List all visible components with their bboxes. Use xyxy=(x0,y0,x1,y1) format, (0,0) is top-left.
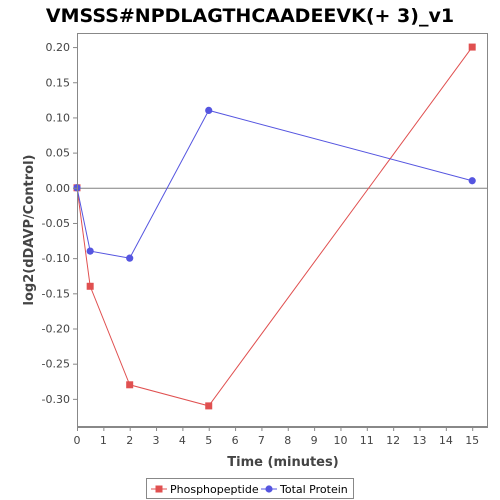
legend: Phosphopeptide Total Protein xyxy=(146,478,354,499)
legend-marker xyxy=(265,485,273,493)
y-tick-label: 0.15 xyxy=(46,76,71,89)
x-tick-label: 14 xyxy=(439,434,453,447)
legend-items: Phosphopeptide Total Protein xyxy=(151,483,348,496)
x-tick-label: 9 xyxy=(311,434,318,447)
data-point xyxy=(205,402,213,410)
legend-marker xyxy=(155,485,163,493)
x-tick-label: 8 xyxy=(284,434,291,447)
legend-item: Phosphopeptide xyxy=(151,483,259,496)
y-ticks: 0.20 0.15 0.10 0.05 0.00 -0.05 -0.10 -0.15 -0.20… xyxy=(42,41,77,406)
data-point xyxy=(126,381,134,389)
plot-background xyxy=(77,33,488,427)
plot-area xyxy=(73,33,488,427)
data-point xyxy=(126,254,134,262)
y-tick-label: 0.10 xyxy=(46,111,71,124)
y-tick-label: -0.20 xyxy=(42,323,70,336)
series-total-protein xyxy=(73,106,476,262)
y-tick-label: 0.00 xyxy=(46,182,71,195)
x-tick-label: 15 xyxy=(465,434,479,447)
x-tick-label: 6 xyxy=(232,434,239,447)
x-ticks: 0 1 2 3 4 5 6 7 8 9 10 11 12 13 14 15 xyxy=(74,427,479,447)
x-axis: 0 1 2 3 4 5 6 7 8 9 10 11 12 13 14 15 xyxy=(74,427,488,447)
x-tick-label: 3 xyxy=(153,434,160,447)
x-tick-label: 1 xyxy=(100,434,107,447)
data-point xyxy=(86,247,94,255)
y-tick-label: 0.20 xyxy=(46,41,71,54)
y-axis: 0.20 0.15 0.10 0.05 0.00 -0.05 -0.10 -0.15 -0.20… xyxy=(42,33,78,427)
y-tick-label: -0.30 xyxy=(42,393,70,406)
legend-item: Total Protein xyxy=(261,483,348,496)
legend-label: Total Protein xyxy=(279,483,348,496)
x-tick-label: 7 xyxy=(258,434,265,447)
y-tick-label: -0.15 xyxy=(42,287,70,300)
x-axis-label: Time (minutes) xyxy=(227,455,338,470)
data-point xyxy=(86,282,94,290)
data-point xyxy=(205,106,213,114)
x-tick-label: 0 xyxy=(74,434,81,447)
x-tick-label: 12 xyxy=(386,434,400,447)
x-tick-label: 5 xyxy=(205,434,212,447)
y-axis-label: log2(dDAVP/Control) xyxy=(22,155,37,306)
x-tick-label: 4 xyxy=(179,434,186,447)
legend-box xyxy=(146,478,354,499)
y-tick-label: -0.25 xyxy=(42,358,70,371)
y-tick-label: -0.05 xyxy=(42,217,70,230)
y-tick-label: 0.05 xyxy=(46,147,71,160)
x-tick-label: 13 xyxy=(413,434,427,447)
x-tick-label: 2 xyxy=(126,434,133,447)
x-tick-label: 11 xyxy=(360,434,374,447)
data-point xyxy=(468,43,476,51)
chart-title: VMSSS#NPDLAGTHCAADEEVK(+ 3)_v1 xyxy=(46,5,454,27)
x-tick-label: 10 xyxy=(333,434,347,447)
legend-label: Phosphopeptide xyxy=(170,483,259,496)
data-point xyxy=(468,177,476,185)
y-tick-label: -0.10 xyxy=(42,252,70,265)
